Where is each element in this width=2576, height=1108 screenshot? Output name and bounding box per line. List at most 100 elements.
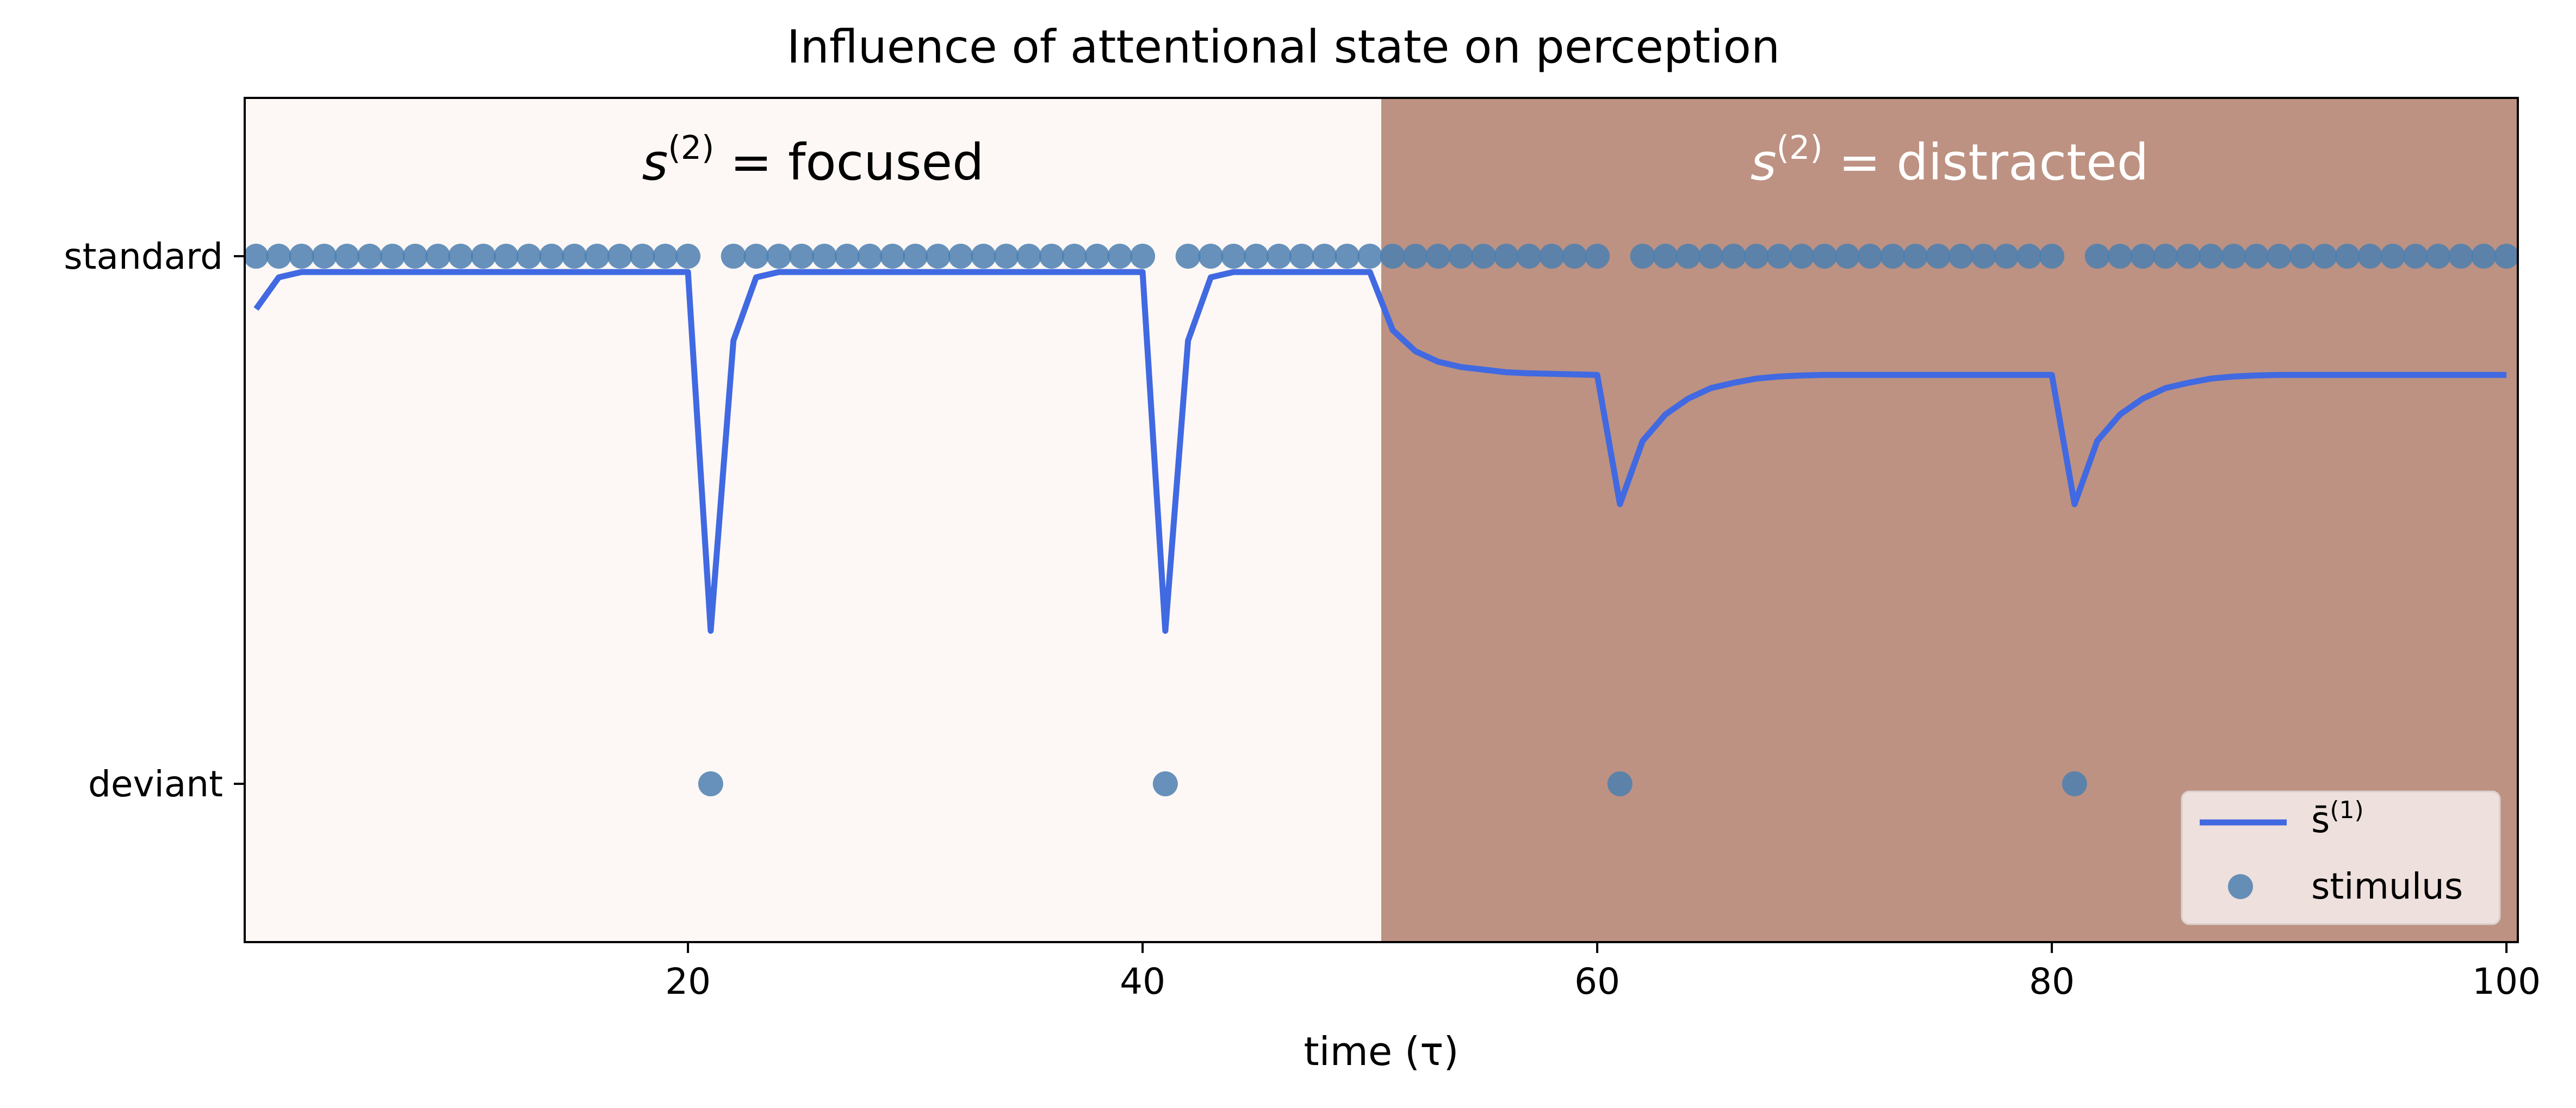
line-series xyxy=(253,269,2507,634)
stimulus-point xyxy=(1425,244,1451,269)
stimulus-point xyxy=(2403,244,2428,269)
stimulus-point xyxy=(721,244,746,269)
stimulus-point xyxy=(766,244,792,269)
stimulus-point xyxy=(402,244,428,269)
stimulus-point xyxy=(971,244,996,269)
region-label-1-text: = focused xyxy=(714,133,984,191)
stimulus-point xyxy=(1152,771,1178,796)
y-tick-label: deviant xyxy=(88,763,223,805)
stimulus-point xyxy=(2267,244,2292,269)
stimulus-point xyxy=(1198,244,1224,269)
stimulus-point xyxy=(698,771,723,796)
stimulus-point xyxy=(1539,244,1565,269)
stimulus-point xyxy=(448,244,474,269)
region-label-2-sup: (2) xyxy=(1777,129,1823,167)
stimulus-point xyxy=(1289,244,1314,269)
stimulus-point xyxy=(789,244,815,269)
stimulus-point xyxy=(2107,244,2133,269)
stimulus-point xyxy=(1834,244,1860,269)
y-axis-ticks: standard deviant xyxy=(64,236,245,805)
stimulus-point xyxy=(334,244,360,269)
region-label-2: s(2) = distracted xyxy=(1751,129,2149,191)
stimulus-point xyxy=(1493,244,1519,269)
stimulus-point xyxy=(630,244,655,269)
stimulus-point xyxy=(2175,244,2201,269)
region-label-2-text: = distracted xyxy=(1823,133,2149,191)
stimulus-point xyxy=(2312,244,2337,269)
stimulus-point xyxy=(1562,244,1587,269)
stimulus-point xyxy=(562,244,587,269)
stimulus-point xyxy=(2289,244,2314,269)
legend: s̄(1) stimulus xyxy=(2181,790,2501,925)
stimulus-point xyxy=(2448,244,2474,269)
stimulus-point xyxy=(1766,244,1792,269)
stimulus-point xyxy=(1016,244,1042,269)
stimulus-point xyxy=(2357,244,2383,269)
stimulus-point xyxy=(2380,244,2406,269)
stimulus-points xyxy=(243,244,2519,796)
stimulus-point xyxy=(2198,244,2224,269)
stimulus-point xyxy=(1130,244,1156,269)
stimulus-point xyxy=(584,244,610,269)
stimulus-point xyxy=(1448,244,1474,269)
x-axis-label: time (τ) xyxy=(1303,1029,1458,1074)
stimulus-point xyxy=(925,244,951,269)
stimulus-point xyxy=(857,244,883,269)
stimulus-point xyxy=(1812,244,1838,269)
stimulus-point xyxy=(2244,244,2269,269)
stimulus-point xyxy=(1743,244,1769,269)
stimulus-point xyxy=(811,244,837,269)
stimulus-point xyxy=(1675,244,1701,269)
stimulus-point xyxy=(1039,244,1064,269)
stimulus-point xyxy=(493,244,519,269)
region-labels: s(2) = focused s(2) = distracted xyxy=(642,129,2149,191)
stimulus-point xyxy=(2471,244,2497,269)
stimulus-point xyxy=(1107,244,1133,269)
stimulus-point xyxy=(2130,244,2156,269)
stimulus-point xyxy=(266,244,291,269)
stimulus-point xyxy=(994,244,1019,269)
stimulus-point xyxy=(2335,244,2360,269)
stimulus-point xyxy=(607,244,632,269)
stimulus-point xyxy=(653,244,678,269)
stimulus-point xyxy=(2039,244,2065,269)
x-tick-label: 20 xyxy=(665,961,711,1002)
x-tick-label: 100 xyxy=(2472,961,2541,1002)
stimulus-point xyxy=(2084,244,2110,269)
stimulus-point xyxy=(1516,244,1542,269)
x-tick-label: 60 xyxy=(1574,961,1620,1002)
stimulus-point xyxy=(1471,244,1497,269)
stimulus-point xyxy=(1175,244,1201,269)
stimulus-point xyxy=(1244,244,1269,269)
stimulus-point xyxy=(1084,244,1110,269)
stimulus-point xyxy=(1948,244,1973,269)
stimulus-point xyxy=(380,244,405,269)
stimulus-point xyxy=(1971,244,1996,269)
stimulus-point xyxy=(1880,244,1905,269)
stimulus-point xyxy=(1221,244,1246,269)
x-tick-label: 80 xyxy=(2029,961,2075,1002)
region-1 xyxy=(245,98,1381,942)
stimulus-point xyxy=(2494,244,2519,269)
legend-scatter-label: stimulus xyxy=(2311,865,2463,907)
stimulus-point xyxy=(539,244,564,269)
stimulus-point xyxy=(1630,244,1655,269)
stimulus-point xyxy=(675,244,701,269)
stimulus-point xyxy=(1334,244,1360,269)
stimulus-point xyxy=(1789,244,1815,269)
stimulus-point xyxy=(1380,244,1405,269)
stimulus-point xyxy=(1062,244,1087,269)
stimulus-point xyxy=(2153,244,2178,269)
stimulus-point xyxy=(743,244,769,269)
chart-title: Influence of attentional state on percep… xyxy=(787,20,1780,73)
stimulus-point xyxy=(2221,244,2246,269)
stimulus-point xyxy=(1312,244,1337,269)
stimulus-point xyxy=(1357,244,1383,269)
stimulus-point xyxy=(2425,244,2451,269)
stimulus-point xyxy=(834,244,860,269)
stimulus-point xyxy=(357,244,382,269)
stimulus-point xyxy=(289,244,314,269)
legend-point-swatch xyxy=(2228,874,2253,899)
legend-line-label-sup: (1) xyxy=(2330,796,2363,824)
stimulus-point xyxy=(1698,244,1724,269)
